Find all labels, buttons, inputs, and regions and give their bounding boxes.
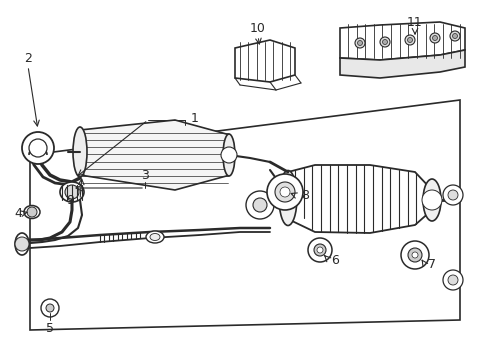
Polygon shape: [30, 100, 459, 330]
Circle shape: [221, 147, 237, 163]
Circle shape: [278, 188, 297, 208]
Ellipse shape: [73, 127, 87, 177]
Text: 6: 6: [330, 253, 338, 266]
Circle shape: [313, 244, 325, 256]
Circle shape: [429, 33, 439, 43]
Circle shape: [65, 185, 79, 199]
Text: 2: 2: [24, 51, 32, 64]
Circle shape: [442, 185, 462, 205]
Text: 7: 7: [427, 258, 435, 271]
Text: 4: 4: [14, 207, 22, 220]
Text: 11: 11: [407, 15, 422, 28]
Circle shape: [29, 139, 47, 157]
Circle shape: [431, 36, 437, 41]
Circle shape: [245, 191, 273, 219]
Circle shape: [451, 33, 457, 39]
Circle shape: [357, 41, 362, 45]
Ellipse shape: [146, 231, 163, 243]
Circle shape: [447, 190, 457, 200]
Circle shape: [15, 237, 29, 251]
Polygon shape: [80, 120, 229, 190]
Circle shape: [316, 247, 323, 253]
Circle shape: [442, 270, 462, 290]
Circle shape: [447, 275, 457, 285]
Circle shape: [407, 37, 412, 42]
Polygon shape: [235, 40, 294, 82]
Ellipse shape: [422, 179, 440, 221]
Polygon shape: [283, 165, 431, 233]
Circle shape: [449, 31, 459, 41]
Circle shape: [280, 187, 289, 197]
Circle shape: [400, 241, 428, 269]
Circle shape: [266, 174, 303, 210]
Ellipse shape: [15, 233, 29, 255]
Circle shape: [46, 304, 54, 312]
Ellipse shape: [223, 134, 235, 176]
Text: 3: 3: [141, 168, 149, 181]
Circle shape: [421, 190, 441, 210]
Polygon shape: [339, 50, 464, 78]
Ellipse shape: [24, 206, 40, 219]
Circle shape: [27, 207, 37, 217]
Text: 5: 5: [46, 321, 54, 334]
Text: 9: 9: [66, 194, 74, 207]
Circle shape: [404, 35, 414, 45]
Circle shape: [274, 182, 294, 202]
Ellipse shape: [60, 182, 84, 202]
Circle shape: [382, 40, 386, 45]
Text: 10: 10: [249, 22, 265, 35]
Ellipse shape: [150, 234, 160, 240]
Circle shape: [407, 248, 421, 262]
Circle shape: [41, 299, 59, 317]
Circle shape: [22, 132, 54, 164]
Circle shape: [354, 38, 364, 48]
Circle shape: [411, 252, 417, 258]
Circle shape: [307, 238, 331, 262]
Polygon shape: [339, 22, 464, 60]
Text: 1: 1: [191, 112, 199, 125]
Text: 8: 8: [301, 189, 308, 202]
Ellipse shape: [279, 171, 296, 225]
Circle shape: [379, 37, 389, 47]
Circle shape: [252, 198, 266, 212]
